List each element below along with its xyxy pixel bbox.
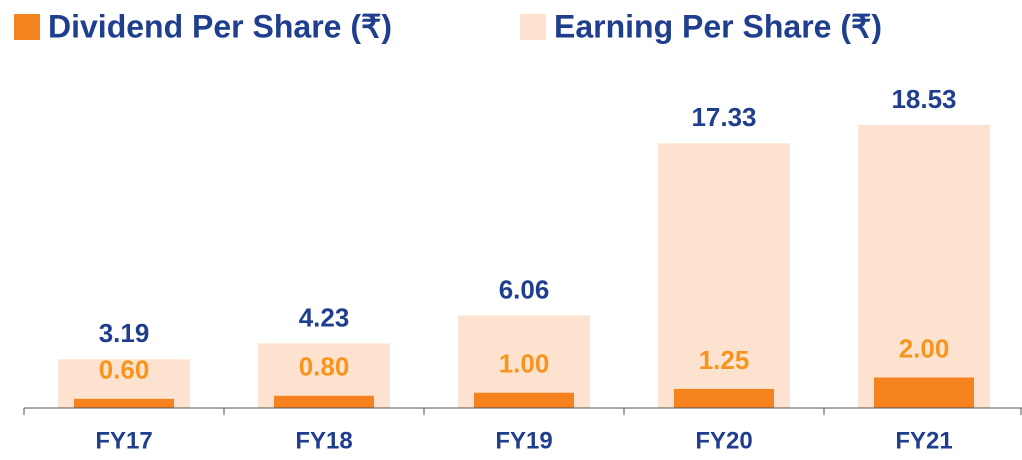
eps-bar <box>858 125 990 408</box>
dividend-bar <box>474 392 574 408</box>
dividend-bar <box>274 395 374 408</box>
legend-swatch <box>520 14 546 40</box>
x-tick-label: FY19 <box>495 427 552 454</box>
dividend-label: 2.00 <box>899 333 950 363</box>
x-tick-label: FY18 <box>295 427 352 454</box>
eps-label: 3.19 <box>99 318 150 348</box>
x-tick-label: FY17 <box>95 427 152 454</box>
dividend-bar <box>74 398 174 408</box>
eps-bar <box>658 143 790 409</box>
legend-swatch <box>14 14 40 40</box>
eps-label: 17.33 <box>691 102 756 132</box>
dividend-label: 0.60 <box>99 355 150 385</box>
dividend-bar <box>874 377 974 408</box>
eps-label: 18.53 <box>891 84 956 114</box>
x-tick-label: FY20 <box>695 427 752 454</box>
dividend-label: 1.00 <box>499 349 550 379</box>
eps-label: 6.06 <box>499 274 550 304</box>
x-tick-label: FY21 <box>895 427 952 454</box>
legend-label: Dividend Per Share (₹) <box>48 8 392 44</box>
eps-label: 4.23 <box>299 302 350 332</box>
legend-label: Earning Per Share (₹) <box>554 8 882 44</box>
dividend-label: 1.25 <box>699 345 750 375</box>
dividend-label: 0.80 <box>299 352 350 382</box>
eps-bar <box>458 315 590 408</box>
dividend-bar <box>674 388 774 408</box>
